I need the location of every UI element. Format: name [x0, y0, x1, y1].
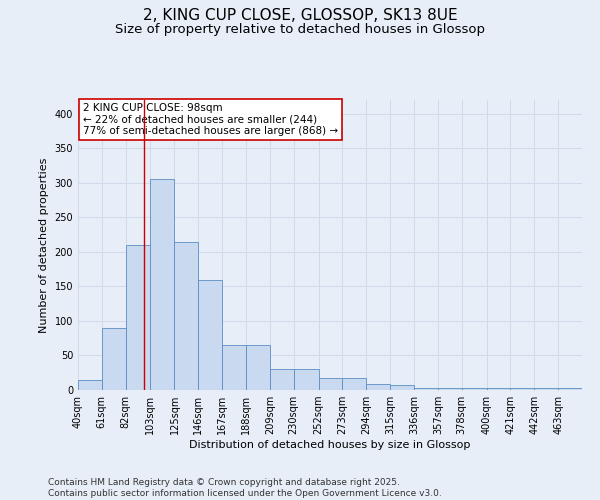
- Bar: [487, 388, 511, 390]
- Text: 2 KING CUP CLOSE: 98sqm
← 22% of detached houses are smaller (244)
77% of semi-d: 2 KING CUP CLOSE: 98sqm ← 22% of detache…: [83, 103, 338, 136]
- Bar: [293, 370, 319, 390]
- Bar: [175, 242, 199, 390]
- Bar: [102, 328, 125, 390]
- Bar: [414, 388, 438, 390]
- Bar: [343, 378, 367, 390]
- Bar: [558, 388, 582, 390]
- Bar: [390, 385, 414, 390]
- Bar: [125, 245, 149, 390]
- Bar: [367, 384, 390, 390]
- Bar: [438, 388, 461, 390]
- Bar: [319, 378, 343, 390]
- Bar: [149, 180, 175, 390]
- Bar: [535, 388, 558, 390]
- Text: Contains HM Land Registry data © Crown copyright and database right 2025.
Contai: Contains HM Land Registry data © Crown c…: [48, 478, 442, 498]
- Text: Size of property relative to detached houses in Glossop: Size of property relative to detached ho…: [115, 22, 485, 36]
- Y-axis label: Number of detached properties: Number of detached properties: [39, 158, 49, 332]
- Text: 2, KING CUP CLOSE, GLOSSOP, SK13 8UE: 2, KING CUP CLOSE, GLOSSOP, SK13 8UE: [143, 8, 457, 22]
- Bar: [199, 280, 222, 390]
- Bar: [246, 345, 270, 390]
- Bar: [511, 388, 535, 390]
- Bar: [270, 370, 293, 390]
- Bar: [461, 388, 487, 390]
- Bar: [222, 345, 246, 390]
- X-axis label: Distribution of detached houses by size in Glossop: Distribution of detached houses by size …: [190, 440, 470, 450]
- Bar: [78, 380, 102, 390]
